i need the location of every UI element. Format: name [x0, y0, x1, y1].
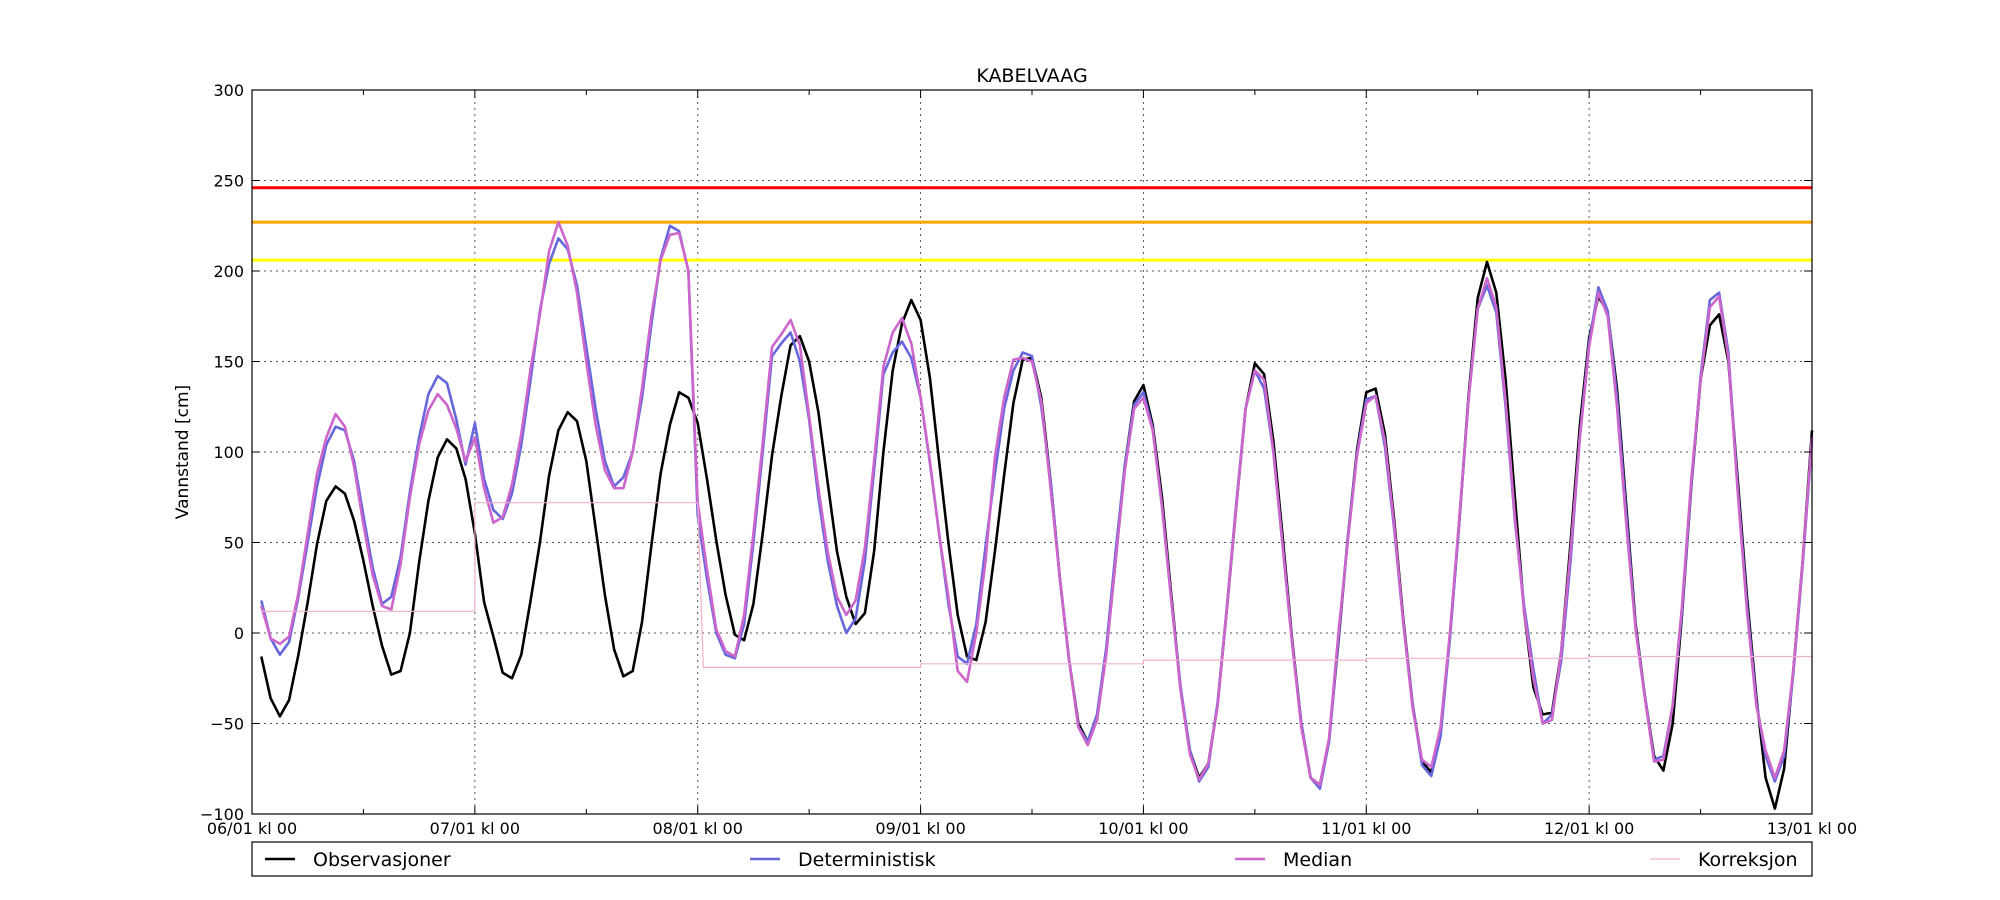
chart-title: KABELVAAG: [976, 65, 1087, 87]
legend: Observasjoner Deterministisk Median Korreks…: [251, 841, 1813, 877]
y-tick-label: 50: [224, 534, 244, 553]
x-tick-label: 09/01 kl 00: [875, 819, 965, 838]
y-tick-label: 150: [213, 353, 244, 372]
threshold-lines: [252, 186, 1812, 262]
x-tick-label: 06/01 kl 00: [207, 819, 297, 838]
x-tick-label: 12/01 kl 00: [1544, 819, 1634, 838]
grid-lines: [252, 90, 1812, 814]
y-tick-label: 250: [213, 172, 244, 191]
series-line-deterministisk: [260, 224, 1814, 791]
legend-label: Korreksjon: [1698, 849, 1798, 871]
y-tick-label: 0: [234, 624, 244, 643]
y-tick-label: −50: [210, 715, 244, 734]
legend-label: Deterministisk: [798, 849, 936, 871]
x-tick-label: 13/01 kl 00: [1767, 819, 1857, 838]
x-tick-label: 10/01 kl 00: [1098, 819, 1188, 838]
y-tick-label: 300: [213, 81, 244, 100]
x-tick-label: 07/01 kl 00: [430, 819, 520, 838]
y-tick-label: 200: [213, 262, 244, 281]
y-axis-label: Vannstand [cm]: [173, 385, 193, 519]
series-line-observasjoner: [260, 260, 1814, 810]
legend-label: Median: [1283, 849, 1352, 871]
x-tick-label: 08/01 kl 00: [653, 819, 743, 838]
series-line-median: [260, 220, 1814, 787]
legend-frame: [251, 841, 1813, 877]
y-tick-label: −100: [200, 805, 244, 824]
series-line-korreksjon: [261, 502, 1812, 669]
series-lines: [260, 220, 1814, 810]
axis-ticks: −100 −50 0 50 100 150 200 250 300 06/01 kl 00 07/0…: [200, 81, 1857, 838]
x-tick-label: 11/01 kl 00: [1321, 819, 1411, 838]
y-tick-label: 100: [213, 443, 244, 462]
legend-label: Observasjoner: [313, 849, 451, 871]
